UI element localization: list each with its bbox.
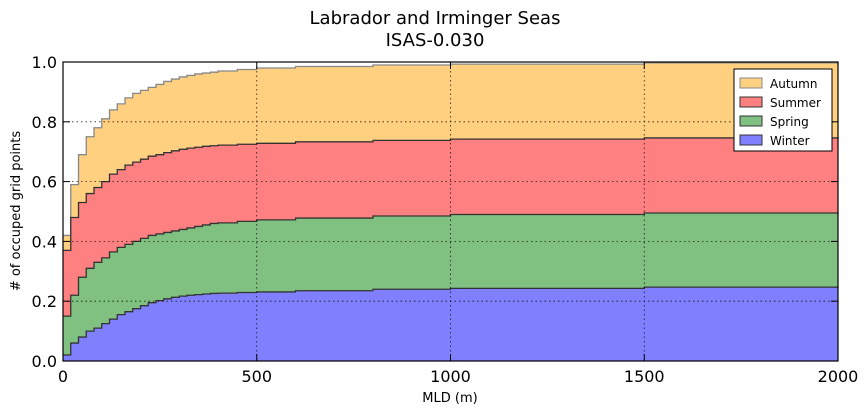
legend-swatch-winter — [739, 134, 763, 146]
legend-label-summer: Summer — [770, 96, 821, 110]
y-tick-label: 0.0 — [32, 352, 57, 371]
line-spring — [63, 212, 839, 317]
x-tick-label: 0 — [58, 367, 68, 386]
line-winter — [63, 286, 839, 356]
chart-title: Labrador and Irminger Seas — [310, 8, 561, 29]
legend: Autumn Summer Spring Winter — [733, 68, 833, 152]
legend-swatch-autumn — [739, 77, 763, 89]
legend-swatch-spring — [739, 115, 763, 127]
legend-label-winter: Winter — [770, 134, 810, 148]
x-tick-label: 1000 — [430, 367, 471, 386]
chart-subtitle: ISAS-0.030 — [386, 30, 485, 51]
y-tick-label: 0.6 — [32, 173, 57, 192]
y-tick-label: 0.2 — [32, 292, 57, 311]
line-autumn — [63, 62, 839, 237]
x-tick-label: 2000 — [818, 367, 859, 386]
gridlines — [63, 62, 838, 361]
tick-labels: 0 500 1000 1500 2000 0.0 0.2 0.4 0.6 0.8 1.0 — [32, 53, 859, 386]
legend-swatch-summer — [739, 96, 763, 108]
y-tick-label: 0.8 — [32, 113, 57, 132]
legend-label-spring: Spring — [770, 115, 809, 129]
plot-frame — [62, 61, 839, 362]
x-tick-label: 500 — [241, 367, 272, 386]
y-tick-label: 0.4 — [32, 232, 57, 251]
y-tick-label: 1.0 — [32, 53, 57, 72]
legend-label-autumn: Autumn — [770, 77, 817, 91]
y-axis-label: # of occuped grid points — [9, 131, 24, 292]
x-axis-label: MLD (m) — [422, 391, 477, 406]
line-summer — [63, 137, 839, 252]
x-tick-label: 1500 — [624, 367, 665, 386]
